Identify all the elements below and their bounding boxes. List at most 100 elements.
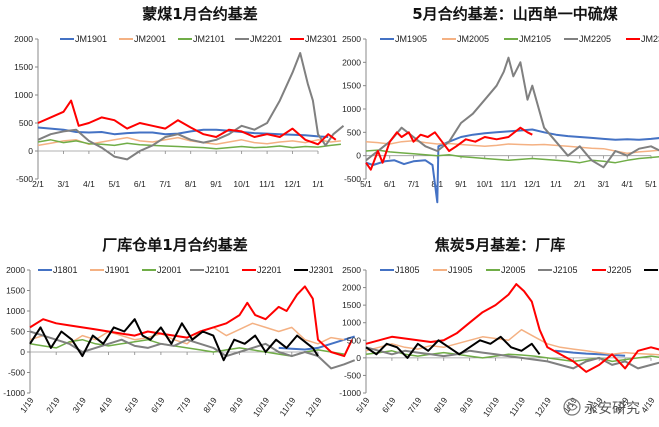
x-tick-label: 12/1 bbox=[284, 179, 301, 189]
watermark-icon bbox=[563, 398, 581, 416]
legend-label: J1905 bbox=[448, 265, 473, 275]
series-line-j2305 bbox=[365, 335, 541, 359]
series-line-jm2305 bbox=[365, 126, 533, 171]
y-tick-label: 0 bbox=[356, 151, 361, 161]
x-tick-label: 4/1 bbox=[621, 179, 633, 189]
y-tick-label: -500 bbox=[16, 174, 33, 184]
series-line-j2301 bbox=[29, 318, 319, 362]
legend-label: J2201 bbox=[257, 265, 282, 275]
chart-title: 厂库仓单1月合约基差 bbox=[102, 236, 247, 254]
series-line-jm2205 bbox=[365, 56, 659, 169]
y-tick-label: 1500 bbox=[6, 286, 25, 296]
watermark-text: 永安研究 bbox=[584, 401, 640, 417]
y-tick-label: 500 bbox=[347, 335, 361, 345]
legend-label: J2301 bbox=[309, 265, 334, 275]
x-tick-label: 11/19 bbox=[507, 395, 527, 418]
legend-label: JM2101 bbox=[193, 34, 225, 44]
series-line-j2105 bbox=[365, 346, 659, 370]
series-line-j2201 bbox=[29, 285, 353, 358]
series-line-jm2301 bbox=[37, 99, 337, 146]
x-tick-label: 1/1 bbox=[550, 179, 562, 189]
y-tick-label: 2000 bbox=[6, 265, 25, 275]
legend-label: JM1905 bbox=[395, 34, 427, 44]
series-line-jm1905 bbox=[365, 128, 659, 204]
chart-panel-shanxi-may: 5月合约基差：山西单一中硫煤 -500 0 500 1000 1500 2000 2500 5/… bbox=[342, 5, 659, 204]
x-tick-label: 12/1 bbox=[524, 179, 541, 189]
legend-label: JM2005 bbox=[457, 34, 489, 44]
chart-panel-warehouse-jan: 厂库仓单1月合约基差 -1000 -500 0 500 1000 1500 2000 1/19 2… bbox=[3, 236, 356, 419]
x-tick-label: 3/1 bbox=[58, 179, 70, 189]
x-tick-label: 5/1 bbox=[360, 179, 372, 189]
y-tick-label: 500 bbox=[19, 118, 33, 128]
y-tick-label: -1000 bbox=[339, 388, 361, 398]
y-tick-label: -1000 bbox=[3, 388, 25, 398]
x-tick-label: 10/19 bbox=[481, 395, 502, 418]
legend-label: J1805 bbox=[395, 265, 420, 275]
x-tick-label: 4/19 bbox=[97, 395, 115, 415]
legend-label: JM2205 bbox=[579, 34, 611, 44]
x-tick-label: 9/19 bbox=[227, 395, 245, 415]
legend-label: J2205 bbox=[607, 265, 632, 275]
y-tick-label: -500 bbox=[8, 368, 25, 378]
x-tick-label: 7/19 bbox=[175, 395, 193, 415]
y-tick-label: 500 bbox=[11, 327, 25, 337]
x-tick-label: 5/1 bbox=[108, 179, 120, 189]
legend-label: J2001 bbox=[157, 265, 182, 275]
x-tick-label: 10/19 bbox=[251, 395, 272, 418]
chart-title: 5月合约基差：山西单一中硫煤 bbox=[412, 5, 617, 23]
legend-label: J2105 bbox=[553, 265, 578, 275]
legend-label: JM1901 bbox=[75, 34, 107, 44]
x-tick-label: 6/19 bbox=[380, 395, 398, 415]
x-tick-label: 7/19 bbox=[406, 395, 424, 415]
chart-title: 蒙煤1月合约基差 bbox=[142, 5, 257, 23]
y-tick-label: 2500 bbox=[342, 265, 361, 275]
x-tick-label: 3/19 bbox=[70, 395, 88, 415]
x-tick-label: 9/1 bbox=[455, 179, 467, 189]
legend-label: JM2001 bbox=[134, 34, 166, 44]
x-tick-label: 11/19 bbox=[277, 395, 297, 418]
x-tick-label: 6/1 bbox=[384, 179, 396, 189]
y-tick-label: 2500 bbox=[342, 34, 361, 44]
x-tick-label: 6/19 bbox=[149, 395, 167, 415]
x-tick-label: 4/19 bbox=[639, 395, 657, 415]
y-tick-label: 1000 bbox=[6, 306, 25, 316]
legend-label: JM2105 bbox=[519, 34, 551, 44]
legend-label: JM2301 bbox=[305, 34, 337, 44]
x-tick-label: 6/1 bbox=[134, 179, 146, 189]
y-tick-label: 2000 bbox=[342, 57, 361, 67]
x-tick-label: 2/19 bbox=[44, 395, 62, 415]
x-tick-label: 1/19 bbox=[18, 395, 36, 415]
y-tick-label: 0 bbox=[28, 146, 33, 156]
y-tick-label: -500 bbox=[344, 370, 361, 380]
x-tick-label: 8/19 bbox=[201, 395, 219, 415]
x-tick-label: 10/1 bbox=[233, 179, 250, 189]
x-tick-label: 9/19 bbox=[458, 395, 476, 415]
x-tick-label: 2/1 bbox=[574, 179, 586, 189]
x-tick-label: 11/1 bbox=[259, 179, 275, 189]
y-tick-label: 0 bbox=[20, 347, 25, 357]
x-tick-label: 12/19 bbox=[303, 395, 324, 418]
legend-label: J2101 bbox=[205, 265, 230, 275]
x-tick-label: 11/1 bbox=[501, 179, 517, 189]
y-tick-label: 2000 bbox=[342, 283, 361, 293]
series-line-jm2105 bbox=[365, 149, 659, 164]
chart-panel-mengmei-jan: 蒙煤1月合约基差 -500 0 500 1000 1500 2000 2/1 3/1 4/1 5/1… bbox=[14, 5, 345, 189]
x-tick-label: 2/1 bbox=[32, 179, 44, 189]
watermark: 永安研究 bbox=[563, 398, 640, 417]
x-tick-label: 12/19 bbox=[533, 395, 554, 418]
x-tick-label: 5/1 bbox=[645, 179, 657, 189]
x-tick-label: 8/1 bbox=[185, 179, 197, 189]
series-line-jm2201 bbox=[37, 52, 345, 161]
y-tick-label: 1500 bbox=[14, 62, 33, 72]
legend-label: J1801 bbox=[53, 265, 78, 275]
y-tick-label: 1000 bbox=[14, 90, 33, 100]
x-tick-label: 10/1 bbox=[476, 179, 493, 189]
chart-title: 焦炭5月基差：厂库 bbox=[434, 236, 565, 254]
y-tick-label: 500 bbox=[347, 127, 361, 137]
x-tick-label: 8/19 bbox=[432, 395, 450, 415]
x-tick-label: 4/1 bbox=[83, 179, 95, 189]
x-tick-label: 7/1 bbox=[159, 179, 171, 189]
series-line-j1905 bbox=[365, 328, 659, 356]
